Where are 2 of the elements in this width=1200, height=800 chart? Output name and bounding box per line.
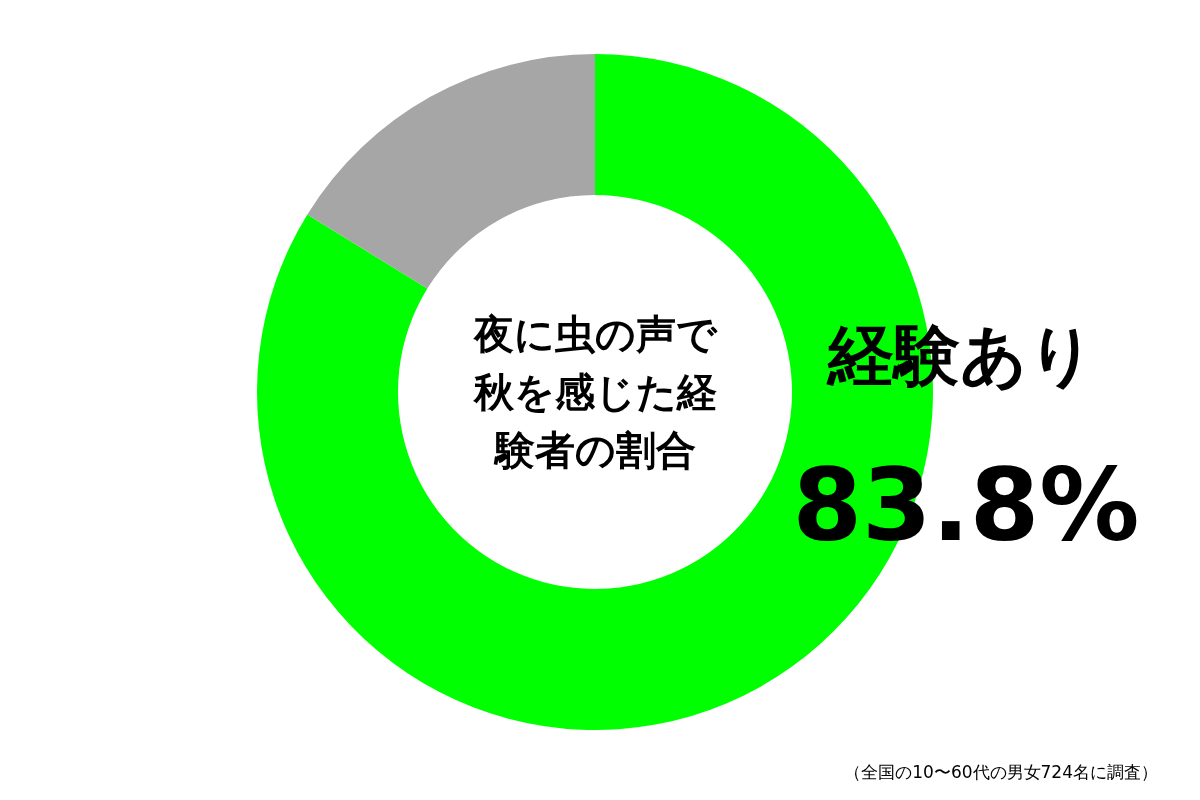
text: 夜に虫の声で秋を感じた経験者の割合 xyxy=(472,311,718,473)
text: （全国の10〜60代の男女724名に調査） xyxy=(844,762,1158,782)
